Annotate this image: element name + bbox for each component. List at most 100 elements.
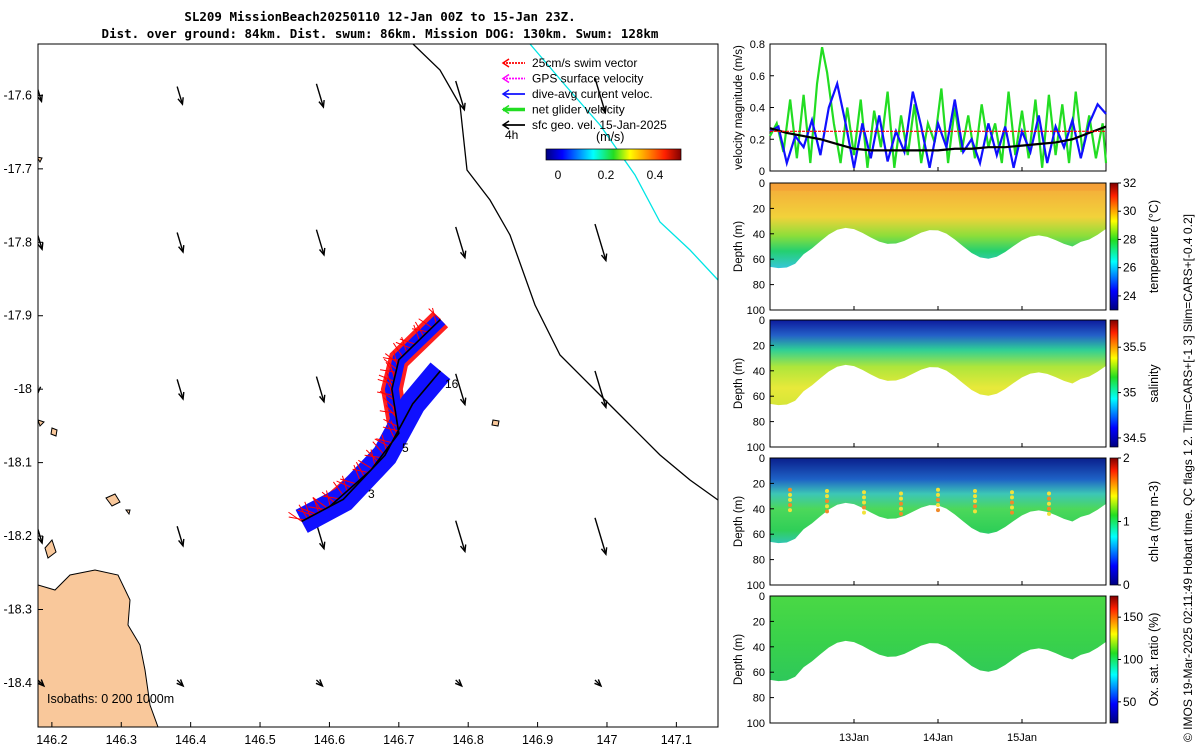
profile-field — [770, 183, 1106, 269]
map-y-tick-label: -18 — [14, 382, 32, 396]
colorbar-tick-label: 100 — [1123, 653, 1143, 667]
chl-dot — [788, 502, 792, 507]
glider-track-map: 146.2 146.3 146.4 146.5 146.6 146.7 146.8 146.9… — [4, 43, 719, 747]
swim-vector — [387, 424, 396, 440]
colorbar-tick-label: 35 — [1123, 386, 1137, 400]
swim-vector — [395, 341, 411, 349]
chl-dot — [899, 491, 903, 496]
velocity-y-tick-label: 0.2 — [750, 134, 765, 146]
colorbar-tick-label: 32 — [1123, 176, 1137, 190]
velocity-y-tick-label: 0.4 — [750, 103, 765, 115]
swim-vector — [288, 511, 302, 522]
chl-dot — [788, 508, 792, 513]
colorbar-tick: 0 — [555, 168, 562, 182]
map-x-tick-label: 146.7 — [383, 733, 414, 747]
track-label: 16 — [445, 377, 459, 391]
legend-swatch-head — [501, 104, 510, 115]
geo-vector-head — [318, 394, 326, 404]
colorbar-label: temperature (°C) — [1147, 200, 1161, 293]
swim-vector — [428, 308, 441, 320]
geo-vector-head — [600, 400, 608, 410]
chl-dot — [825, 494, 829, 499]
chl-dot — [1047, 491, 1051, 496]
chl-dot — [973, 499, 977, 504]
swim-vector — [341, 475, 348, 492]
map-x-tick-label: 147 — [597, 733, 618, 747]
depth-tick-label: 60 — [753, 391, 765, 403]
swim-vector — [358, 459, 373, 470]
speed-colorbar — [545, 148, 682, 161]
swim-vector — [297, 509, 314, 516]
geo-vector-head — [318, 541, 326, 551]
swim-vector — [386, 372, 393, 388]
map-legend: 25cm/s swim vector GPS surface velocitydi… — [501, 56, 667, 132]
geo-vector-head — [318, 247, 326, 257]
map-x-tick-label: 146.2 — [36, 733, 67, 747]
depth-ylabel: Depth (m) — [733, 634, 745, 685]
track-label: 5 — [402, 441, 409, 455]
map-y-tick-label: -18.1 — [4, 456, 33, 470]
colorbar-label: Ox. sat. ratio (%) — [1147, 613, 1161, 707]
depth-tick-label: 60 — [753, 254, 765, 266]
mainland-coast — [38, 569, 159, 727]
chl-dot — [1010, 495, 1014, 500]
colorbar-tick-label: 34.5 — [1123, 431, 1147, 445]
colorbar-tick-label: 30 — [1123, 204, 1137, 218]
depth-tick-label: 0 — [759, 591, 765, 603]
chl-dot — [936, 497, 940, 502]
legend-swatch-head — [501, 120, 510, 130]
map-y-tick-label: -18.2 — [4, 529, 33, 543]
chl-dot — [825, 509, 829, 514]
geo-vector-arrow — [176, 526, 184, 547]
swim-vector — [383, 376, 393, 391]
swim-vector — [352, 468, 369, 473]
geo-vector-head — [38, 242, 44, 252]
map-y-tick-label: -18.3 — [4, 602, 33, 616]
chl-dot — [899, 496, 903, 501]
legend-entry-label: sfc geo. vel. 15-Jan-2025 — [532, 118, 667, 132]
chl-dot — [899, 511, 903, 516]
depth-tick-label: 100 — [747, 442, 765, 454]
geo-vector-arrow — [594, 78, 606, 113]
geo-vector-head — [176, 679, 185, 688]
colorbar-tick-label: 2 — [1123, 451, 1130, 465]
depth-tick-label: 40 — [753, 366, 765, 378]
chl-dot — [899, 501, 903, 506]
geo-vector-arrow — [176, 232, 184, 253]
geo-vector-head — [454, 679, 463, 688]
chl-dot — [1010, 505, 1014, 510]
velocity-series-line — [769, 79, 1107, 169]
side-credit-text: © IMOS 19-Mar-2025 02:11:49 Hobart time.… — [1181, 214, 1195, 742]
panel-colorbar — [1109, 457, 1119, 586]
geo-vector-arrow — [315, 376, 325, 402]
swim-vector — [393, 350, 398, 367]
island — [105, 493, 121, 507]
swim-vector — [333, 481, 344, 496]
map-y-tick-label: -17.9 — [4, 309, 33, 323]
swim-vector — [374, 438, 390, 447]
swim-vector — [418, 318, 433, 329]
map-x-tick-label: 146.5 — [244, 733, 275, 747]
geo-vector-arrow — [455, 226, 466, 258]
geo-vector-head — [600, 253, 608, 263]
velocity-y-tick-label: 0 — [759, 166, 765, 178]
geo-vector-head — [38, 536, 44, 545]
profile-field — [770, 320, 1106, 406]
depth-ylabel: Depth (m) — [733, 221, 745, 272]
chl-dot — [788, 487, 792, 492]
colorbar-tick-label: 26 — [1123, 261, 1137, 275]
depth-tick-label: 80 — [753, 693, 765, 705]
swim-vector — [326, 490, 331, 507]
geo-vector-head — [318, 99, 325, 109]
chl-dot — [1047, 496, 1051, 501]
map-y-tick-label: -18.4 — [4, 676, 33, 690]
swim-vector — [322, 495, 339, 500]
depth-tick-label: 20 — [753, 478, 765, 490]
panel-colorbar — [1109, 182, 1119, 311]
chl-dot — [1010, 490, 1014, 495]
geo-vector-arrow — [176, 379, 184, 400]
geo-vector-arrow — [455, 520, 466, 552]
geostrophic-velocity-arrows — [38, 78, 608, 688]
geo-vector-head — [594, 679, 603, 688]
legend-swatch-head — [501, 73, 510, 84]
